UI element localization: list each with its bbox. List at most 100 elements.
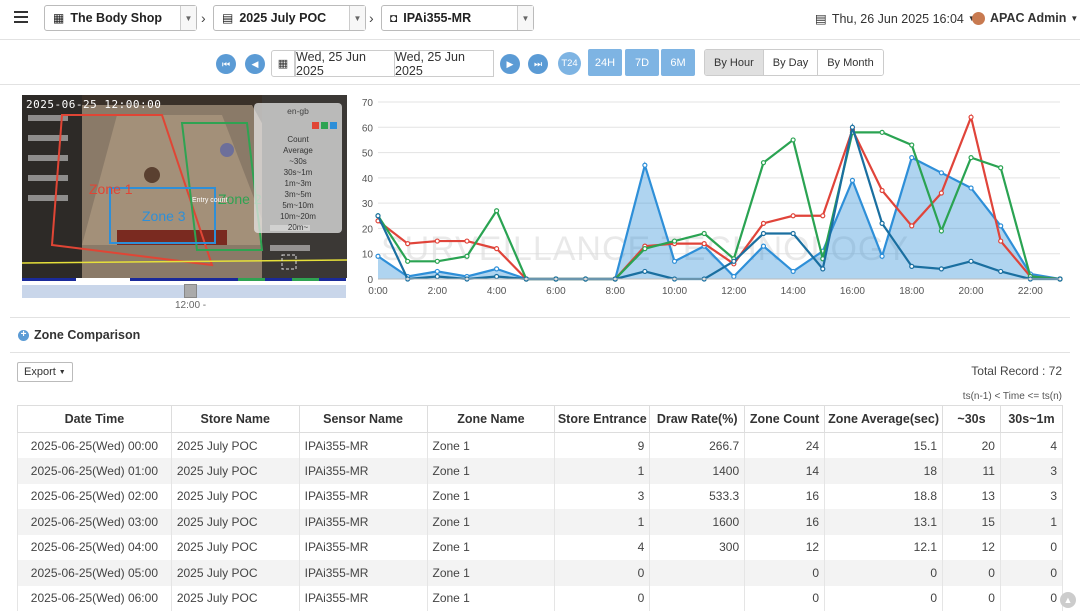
first-page-icon[interactable]: ⏮: [216, 54, 236, 74]
range-6m-button[interactable]: 6M: [661, 49, 695, 76]
data-point: [643, 247, 647, 251]
data-point: [761, 221, 765, 225]
site-select-value: 2025 July POC: [239, 11, 326, 25]
site-select[interactable]: ▤ 2025 July POC ▼: [213, 5, 366, 31]
swatch-blue: [330, 122, 337, 129]
datetime-dropdown[interactable]: ▤ Thu, 26 Jun 2025 16:04 ▼: [815, 11, 976, 26]
store-select[interactable]: ▦ The Body Shop ▼: [44, 5, 197, 31]
col-zone-count[interactable]: Zone Count: [745, 406, 825, 433]
range-24h-button[interactable]: 24H: [588, 49, 622, 76]
legend-item: 20m~: [254, 222, 342, 233]
user-name: APAC Admin: [990, 11, 1066, 25]
table-cell: IPAi355-MR: [299, 560, 427, 586]
table-cell: 2025-06-25(Wed) 05:00: [18, 560, 172, 586]
table-cell: 1600: [650, 509, 745, 535]
table-cell: IPAi355-MR: [299, 458, 427, 484]
col-zone-average[interactable]: Zone Average(sec): [825, 406, 943, 433]
x-tick-label: 16:00: [840, 286, 865, 297]
data-point: [999, 166, 1003, 170]
table-cell: [650, 560, 745, 586]
legend-swatches: [254, 118, 342, 132]
chevron-down-icon[interactable]: ▼: [517, 6, 533, 30]
legend-lang: en-gb: [254, 106, 342, 116]
range-7d-button[interactable]: 7D: [625, 49, 659, 76]
timeline-scrubber[interactable]: [22, 285, 346, 298]
data-point: [821, 267, 825, 271]
store-icon: ▤: [222, 11, 233, 25]
col-zone-name[interactable]: Zone Name: [427, 406, 555, 433]
chevron-down-icon[interactable]: ▼: [349, 6, 365, 30]
legend-item: 3m~5m: [254, 189, 342, 200]
calendar-icon[interactable]: ▦: [271, 50, 295, 77]
legend-item: 5m~10m: [254, 200, 342, 211]
data-point: [673, 259, 677, 263]
data-point: [376, 214, 380, 218]
x-tick-label: 4:00: [487, 286, 507, 297]
date-to-field[interactable]: Wed, 25 Jun 2025: [394, 50, 494, 77]
next-icon[interactable]: ▶: [500, 54, 520, 74]
col-sensor-name[interactable]: Sensor Name: [299, 406, 427, 433]
table-cell: 13: [943, 484, 1001, 510]
user-menu[interactable]: APAC Admin ▼: [972, 11, 1078, 25]
by-month-button[interactable]: By Month: [818, 50, 882, 75]
data-point: [495, 267, 499, 271]
table-cell: 3: [1000, 484, 1062, 510]
t24-button[interactable]: T24: [558, 52, 581, 75]
col-store-entrance[interactable]: Store Entrance: [555, 406, 650, 433]
sensor-select-value: IPAi355-MR: [403, 11, 471, 25]
menu-icon[interactable]: [14, 11, 28, 23]
table-cell: 0: [943, 586, 1001, 611]
by-day-button[interactable]: By Day: [764, 50, 818, 75]
col-date-time[interactable]: Date Time: [18, 406, 172, 433]
scroll-top-icon[interactable]: ▲: [1060, 592, 1076, 608]
data-point: [850, 178, 854, 182]
y-tick-label: 30: [362, 199, 374, 210]
y-tick-label: 60: [362, 123, 374, 134]
camera-view[interactable]: 2025-06-25 12:00:00 Zone 1 Zone 2 Zone 3…: [22, 95, 347, 278]
legend-count: Count: [254, 134, 342, 145]
previous-icon[interactable]: ◀: [245, 54, 265, 74]
table-cell: 0: [555, 560, 650, 586]
col-draw-rate[interactable]: Draw Rate(%): [650, 406, 745, 433]
table-cell: Zone 1: [427, 433, 555, 459]
avatar: [972, 12, 985, 25]
data-point: [673, 239, 677, 243]
y-tick-label: 50: [362, 149, 374, 160]
y-tick-label: 70: [362, 98, 374, 109]
timeline-handle[interactable]: [184, 284, 197, 298]
table-cell: [650, 586, 745, 611]
data-point: [999, 224, 1003, 228]
col-30s-1m[interactable]: 30s~1m: [1000, 406, 1062, 433]
chevron-down-icon[interactable]: ▼: [180, 6, 196, 30]
total-record: Total Record : 72: [971, 364, 1062, 378]
timeline-label: 12:00 -: [175, 300, 206, 311]
by-hour-button[interactable]: By Hour: [705, 50, 764, 75]
table-cell: Zone 1: [427, 586, 555, 611]
last-page-icon[interactable]: ⏭: [528, 54, 548, 74]
date-from-field[interactable]: Wed, 25 Jun 2025: [295, 50, 395, 77]
data-point: [761, 231, 765, 235]
table-cell: 20: [943, 433, 1001, 459]
data-point: [643, 163, 647, 167]
table-cell: 1: [555, 509, 650, 535]
table-cell: 0: [1000, 535, 1062, 561]
divider: [10, 317, 1070, 318]
y-tick-label: 10: [362, 250, 374, 261]
x-tick-label: 20:00: [959, 286, 984, 297]
zone-comparison-header[interactable]: + Zone Comparison: [18, 328, 140, 342]
sensor-select[interactable]: ◘ IPAi355-MR ▼: [381, 5, 534, 31]
expand-icon[interactable]: +: [18, 330, 29, 341]
col-store-name[interactable]: Store Name: [171, 406, 299, 433]
table-cell: 3: [1000, 458, 1062, 484]
table-cell: 0: [745, 586, 825, 611]
col-under-30s[interactable]: ~30s: [943, 406, 1001, 433]
export-button[interactable]: Export ▼: [17, 362, 73, 382]
store-icon: ▤: [815, 11, 827, 26]
